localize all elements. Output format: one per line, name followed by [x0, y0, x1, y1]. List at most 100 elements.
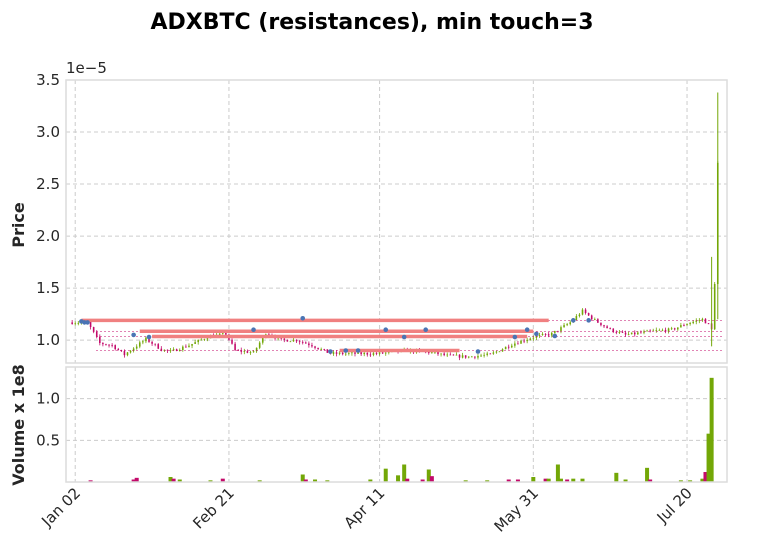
volume-bar — [580, 478, 585, 482]
candle-body — [538, 334, 541, 336]
candle-body — [289, 341, 292, 343]
candle-body — [99, 336, 101, 343]
candle-body — [298, 341, 301, 343]
volume-bar — [383, 468, 388, 482]
candle-body — [351, 352, 353, 354]
candle-body — [335, 352, 338, 354]
volume-bar — [645, 467, 650, 482]
candle-body — [323, 349, 326, 350]
candle-body — [145, 337, 147, 342]
candle-body — [206, 338, 209, 340]
candle-body — [295, 339, 298, 342]
candle-body — [578, 314, 581, 317]
candle-body — [461, 355, 464, 358]
candle-body — [667, 328, 670, 332]
candle-body — [258, 342, 261, 348]
candle-body — [375, 353, 378, 355]
candle-body — [203, 339, 206, 341]
volume-bar — [515, 479, 520, 482]
candle-body — [117, 349, 120, 350]
touch-point — [534, 331, 539, 337]
candle-body — [704, 318, 707, 324]
candle-body — [455, 354, 458, 356]
candle-body — [114, 345, 116, 350]
candle-body — [489, 353, 492, 355]
candle-body — [286, 339, 289, 342]
candle-body — [483, 354, 485, 356]
candle-body — [311, 345, 313, 347]
candle-body — [314, 346, 316, 348]
candle-body — [517, 343, 519, 345]
chart-title: ADXBTC (resistances), min touch=3 — [150, 10, 593, 35]
candle-body — [563, 325, 565, 328]
candle-body — [630, 332, 633, 335]
candle-body — [535, 335, 538, 338]
candle-body — [569, 322, 572, 325]
volume-bar — [208, 480, 213, 482]
candle-body — [172, 349, 175, 351]
candle-body — [197, 339, 199, 343]
volume-bars — [88, 377, 714, 482]
candle-body — [510, 345, 513, 348]
candle-body — [449, 354, 452, 356]
candle-body — [71, 322, 73, 324]
candle-body — [129, 350, 132, 353]
candle-body — [612, 328, 615, 332]
touch-point — [512, 334, 518, 340]
candle-body — [474, 356, 476, 358]
candle-body — [221, 332, 224, 334]
price-axis-label: Price — [9, 202, 28, 248]
volume-bar — [463, 480, 468, 482]
volume-bar — [396, 475, 401, 482]
price-tick-label: 3.5 — [36, 71, 60, 89]
candle-body — [480, 355, 482, 357]
candle-body — [301, 341, 304, 343]
candle-body — [261, 336, 264, 343]
volume-bar — [325, 480, 330, 482]
panel-frames — [65, 79, 728, 483]
candle-body — [431, 352, 433, 354]
volume-bar — [168, 477, 173, 482]
candle-body — [624, 332, 627, 335]
date-tick-label: May 31 — [491, 484, 543, 536]
candle-body — [707, 323, 710, 325]
candle-body — [486, 353, 488, 355]
touch-point — [586, 318, 591, 323]
candle-body — [142, 341, 144, 343]
candle-body — [74, 323, 77, 325]
touch-points — [79, 315, 591, 354]
candle-body — [135, 346, 138, 349]
volume-bar — [220, 478, 225, 482]
candle-body — [123, 351, 126, 356]
candle-body — [643, 331, 645, 333]
volume-bar — [177, 479, 182, 482]
volume-bar — [706, 433, 711, 482]
candle-body — [366, 352, 369, 355]
volume-bar — [614, 472, 619, 482]
volume-bar — [531, 477, 536, 482]
candle-body — [637, 332, 639, 335]
candle-body — [95, 331, 98, 337]
volume-bar — [134, 477, 139, 482]
candle-body — [175, 349, 178, 352]
candle-body — [670, 328, 673, 330]
touch-point — [85, 320, 90, 325]
volume-bar — [426, 469, 431, 482]
candle-body — [437, 351, 439, 355]
candle-body — [621, 332, 624, 333]
candle-body — [357, 352, 359, 354]
candle-body — [246, 351, 249, 353]
candle-body — [587, 313, 590, 316]
candle-body — [89, 321, 92, 328]
volume-bar — [131, 479, 136, 482]
candle-body — [188, 345, 190, 348]
candle-body — [618, 332, 621, 333]
candle-body — [526, 339, 528, 342]
candle-body — [633, 332, 636, 335]
candle-body — [194, 342, 196, 344]
touch-point — [383, 327, 389, 333]
candle-body — [92, 327, 95, 332]
candle-body — [550, 332, 553, 336]
candle-body — [157, 344, 160, 349]
date-tick-label: Jan 02 — [37, 484, 84, 531]
